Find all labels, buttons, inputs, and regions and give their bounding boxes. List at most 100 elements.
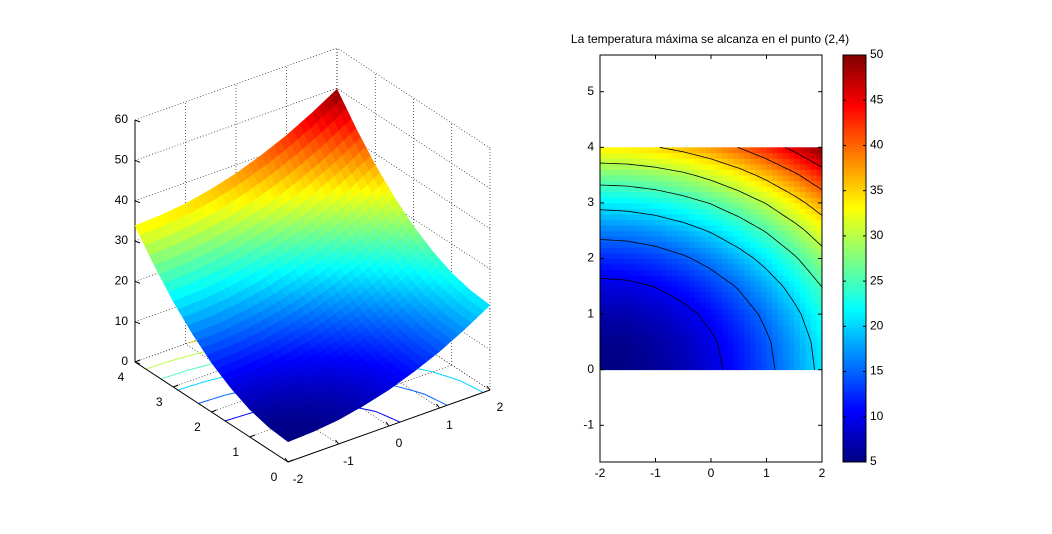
grid-line (336, 88, 491, 189)
contour-line (668, 169, 673, 171)
heat-cell (611, 252, 618, 259)
base-contour (466, 383, 473, 388)
tick-mark (134, 200, 141, 204)
contour-line (805, 202, 812, 208)
contour-line (649, 166, 656, 168)
heat-cell (655, 252, 662, 259)
heat-cell (605, 280, 612, 287)
heat-cell (694, 186, 701, 193)
heat-cell (611, 353, 618, 359)
heat-cell (738, 236, 745, 243)
heat-cell (810, 264, 817, 271)
heat-cell (649, 219, 656, 226)
heat-cell (644, 336, 651, 343)
heat-cell (766, 208, 773, 215)
heat-cell (805, 286, 812, 293)
heat-cell (644, 302, 651, 309)
heat-cell (633, 147, 640, 154)
heat-cell (655, 275, 662, 282)
heat-cell (638, 247, 645, 254)
heat-cell (661, 364, 667, 371)
heat-cell (600, 197, 606, 204)
heat-cell (661, 186, 667, 193)
heat-cell (649, 275, 656, 282)
heat-cell (816, 175, 823, 182)
y-tick-label: 1 (232, 445, 239, 459)
heat-cell (794, 180, 801, 187)
heat-cell (738, 358, 745, 365)
contour-line (655, 245, 660, 248)
heat-cell (605, 252, 612, 259)
heat-cell (683, 175, 690, 182)
heat-cell (794, 297, 801, 304)
heat-cell (711, 214, 717, 220)
heat-cell (711, 163, 717, 170)
heat-cell (777, 336, 784, 343)
heat-cell (644, 252, 651, 259)
heat-cell (766, 197, 773, 204)
contour-line (806, 330, 810, 337)
heat-cell (783, 247, 790, 254)
heat-cell (644, 286, 651, 293)
heat-cell (605, 297, 612, 304)
heat-cell (783, 314, 790, 321)
contour-line (638, 282, 645, 285)
heat-cell (616, 175, 623, 182)
heat-cell (683, 297, 690, 304)
heat-cell (694, 247, 701, 254)
contour-line (766, 331, 769, 337)
heat-cell (633, 286, 640, 293)
heat-cell (655, 158, 662, 165)
contour-line (797, 308, 801, 313)
heat-cell (788, 230, 795, 237)
colorbar (842, 54, 867, 463)
contour-line (721, 162, 727, 165)
heat-cell (744, 314, 751, 321)
heat-cell (655, 353, 662, 359)
heat-cell (661, 202, 667, 209)
heat-cell (749, 252, 756, 259)
heat-cell (805, 197, 812, 204)
base-contour (189, 341, 193, 344)
heat-cell (711, 180, 717, 187)
heat-cell (699, 319, 706, 326)
heat-cell (677, 347, 684, 354)
heat-cell (655, 258, 662, 265)
heat-cell (810, 319, 817, 326)
heat-cell (611, 147, 618, 154)
heat-cell (716, 197, 723, 204)
heat-cell (794, 330, 801, 337)
heat-cell (744, 353, 751, 359)
contour-line (777, 241, 784, 247)
heat-cell (711, 330, 717, 337)
heat-cell (644, 358, 651, 365)
heat-cell (649, 280, 656, 287)
heat-cell (627, 241, 634, 248)
heat-cell (655, 325, 662, 332)
base-contour (453, 378, 462, 382)
contour-line (705, 178, 712, 181)
heat-cell (766, 158, 773, 165)
heat-cell (777, 180, 784, 187)
heat-cell (777, 152, 784, 159)
contour-line (721, 208, 728, 213)
heat-cell (716, 330, 723, 337)
heat-cell (733, 214, 740, 220)
heat-cell (738, 241, 745, 248)
heat-cell (605, 158, 612, 165)
heat-cell (705, 264, 712, 271)
contour-line (782, 166, 789, 170)
contour-line (721, 364, 724, 370)
heat-cell (816, 219, 823, 226)
heat-cell (661, 302, 667, 309)
heat-cell (716, 241, 723, 248)
heat-cell (716, 308, 723, 315)
heat-cell (683, 163, 690, 170)
heat-cell (766, 169, 773, 176)
contour-line (812, 208, 817, 212)
heat-cell (766, 280, 773, 287)
heat-cell (677, 286, 684, 293)
heat-cell (816, 275, 823, 282)
heat-cell (794, 163, 801, 170)
heat-cell (694, 147, 701, 154)
